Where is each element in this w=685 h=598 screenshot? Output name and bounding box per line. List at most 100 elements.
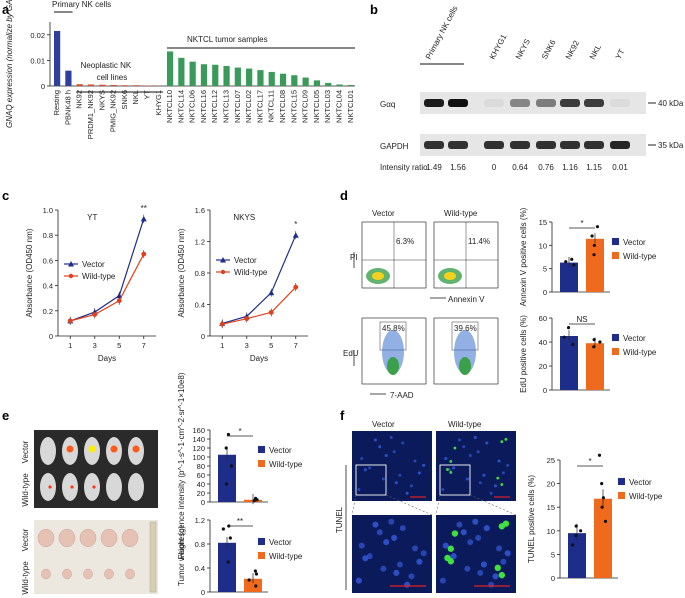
nucleus [481,562,487,568]
mice-row-label-vector: Vector [21,440,30,463]
y-tick-label: 0 [201,498,205,507]
tunel-image-vector [352,431,432,501]
nucleus [505,550,511,556]
x-tick-label: 5 [117,341,121,350]
x-tick-label: PBNK48 h [63,90,72,125]
nucleus [398,474,401,477]
x-tick-label: Resting [52,90,61,115]
nucleus [475,535,481,541]
intensity-ratio-value: 0.76 [538,163,554,172]
legend-label: Wild-type [269,552,303,561]
lane-label: YT [614,48,627,61]
nucleus [479,481,482,484]
nucleus [372,522,378,528]
legend-label: Vector [269,446,292,455]
blot-band [584,141,604,149]
panel-a-chart: 00.010.02GNAQ expression (normalize by G… [5,0,355,139]
data-dot [229,536,232,539]
y-axis-title: Absorbance (OD450 nm) [25,228,34,317]
flow-xlabel-annexin: Annexin V [448,295,485,304]
y-tick-label: 0 [41,82,45,91]
x-tick-label: PMIG_NK92 [109,90,118,132]
y-tick-label: 40 [539,338,547,347]
nucleus [484,525,490,531]
nucleus [393,450,396,453]
panel-e-fluorescence-bar: 020406080100120140160 Fluorescence intens… [177,372,303,559]
group-label-primary: Primary NK cells [52,0,111,9]
x-tick-label: NKTCL07 [233,90,242,123]
panel-d-flow: Vector Wild-type 6.3% 11.4% PI Annexin V… [343,209,498,400]
blot-row-label-galphaq: Gαq [380,100,395,109]
y-tick-label: 120 [192,444,205,453]
series-line [222,235,296,323]
x-tick-label: NKTCL13 [222,90,231,123]
data-point [293,232,299,238]
bioluminescence-signal [111,446,118,453]
tunel-title-wildtype: Wild-type [448,420,482,429]
legend-swatch [612,252,619,259]
bar [303,78,309,86]
intensity-ratio-value: 0.64 [512,163,528,172]
data-dot [604,520,607,523]
panel-e-tumor-weight-bar: 00.40.81.2Tumor weight (g) VectorWild-typ… [177,516,303,597]
data-dot [596,225,599,228]
nucleus [374,438,377,441]
x-tick-label: KHYG1 [154,90,163,115]
blot-band [448,99,468,107]
mouse [106,473,122,501]
y-tick-label: 0 [201,332,205,341]
series-line [70,219,144,321]
nucleus [477,450,480,453]
flow-cluster-core [459,357,471,375]
tunel-side-label: TUNEL [335,506,344,533]
bar [560,263,578,292]
blot-row-label-gapdh: GAPDH [380,142,409,151]
nucleus [383,539,389,545]
y-tick-label: 0.2 [43,307,53,316]
flow-title-wildtype: Wild-type [444,209,478,218]
tunel-positive-cell [452,530,458,536]
data-dot [592,345,595,348]
edu-vector-pct: 45.8% [382,324,405,333]
legend-swatch [612,348,619,355]
series-line [222,287,296,324]
data-dot [225,446,228,449]
data-dot [575,524,578,527]
panel-c-nkys-chart: 00.40.81.21.61 3 5 7DaysAbsorbance (OD450 n… [177,206,308,363]
blot-band [424,99,444,107]
x-tick-label: SNK6 [120,90,129,110]
tumor [122,529,138,547]
blot-band [510,141,530,149]
y-tick-label: 20 [547,480,555,489]
nucleus [477,570,483,576]
x-tick-label: YT [142,90,151,100]
data-point [268,290,274,296]
nucleus [469,454,472,457]
tunel-positive-cell [503,520,509,526]
x-tick-label: 1 [68,341,72,350]
lane-label: NKL [588,42,604,60]
bar [99,85,105,86]
data-point [293,285,298,290]
bar [291,75,297,86]
nucleus [382,478,385,481]
nucleus [474,436,477,439]
bar [348,85,354,86]
x-tick-label: NKTCL04 [334,90,343,123]
bar [77,84,83,86]
bar [235,68,241,86]
data-dot [571,543,574,546]
nucleus [466,478,469,481]
x-tick-label: NKTCL15 [289,90,298,123]
bar [257,70,263,86]
nucleus [467,539,473,545]
tunel-positive-cell [448,546,454,552]
data-dot [593,244,596,247]
legend-swatch [612,334,619,341]
nucleus [395,481,398,484]
x-tick-label: NKTCL02 [244,90,253,123]
y-axis-title: Tumor weight (g) [177,526,186,587]
tunel-positive-cell [499,572,505,578]
legend-swatch [258,446,265,453]
tumor-row-label-wildtype: Wild-type [21,561,30,595]
